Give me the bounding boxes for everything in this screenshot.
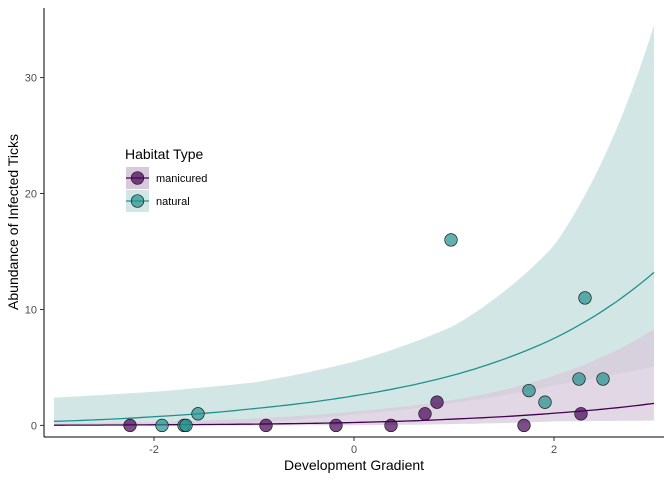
data-point-manicured [329, 418, 343, 433]
confidence-ribbon-natural [54, 25, 654, 426]
legend: Habitat Type manicured natural [125, 146, 207, 212]
fit-line-natural [53, 271, 655, 422]
data-point-manicured [418, 407, 432, 421]
data-point-manicured [430, 395, 444, 409]
y-axis-title: Abundance of Infected Ticks [5, 134, 21, 310]
data-point-natural [538, 395, 552, 409]
confidence-ribbon-manicured [54, 329, 654, 426]
data-point-natural [444, 233, 458, 247]
legend-label-manicured: manicured [156, 173, 207, 185]
plot-area [53, 25, 655, 433]
fit-line-manicured [54, 402, 655, 426]
data-point-manicured [123, 418, 137, 433]
x-tick-label: 0 [351, 444, 357, 456]
data-point-manicured [259, 418, 273, 433]
data-point-natural [522, 383, 536, 398]
y-tick-label: 30 [25, 73, 37, 85]
data-point-natural [155, 418, 169, 433]
y-tick-label: 0 [31, 420, 37, 432]
data-point-manicured [574, 407, 588, 421]
y-tick-label: 20 [25, 189, 37, 201]
x-tick-label: -2 [149, 444, 159, 456]
data-point-manicured [384, 418, 398, 433]
data-point-natural [179, 418, 193, 433]
data-point-natural [572, 372, 586, 386]
data-point-natural [596, 372, 610, 386]
data-point-natural [578, 291, 592, 305]
y-tick-label: 10 [25, 304, 37, 316]
legend-point-natural [130, 194, 145, 208]
x-tick-label: 2 [551, 444, 557, 456]
legend-entries: manicured natural [126, 167, 207, 212]
data-point-natural [191, 407, 205, 421]
legend-label-natural: natural [156, 196, 190, 208]
data-point-manicured [517, 418, 531, 433]
legend-point-manicured [130, 171, 145, 185]
x-axis-title: Development Gradient [284, 457, 424, 473]
legend-title: Habitat Type [125, 146, 204, 162]
